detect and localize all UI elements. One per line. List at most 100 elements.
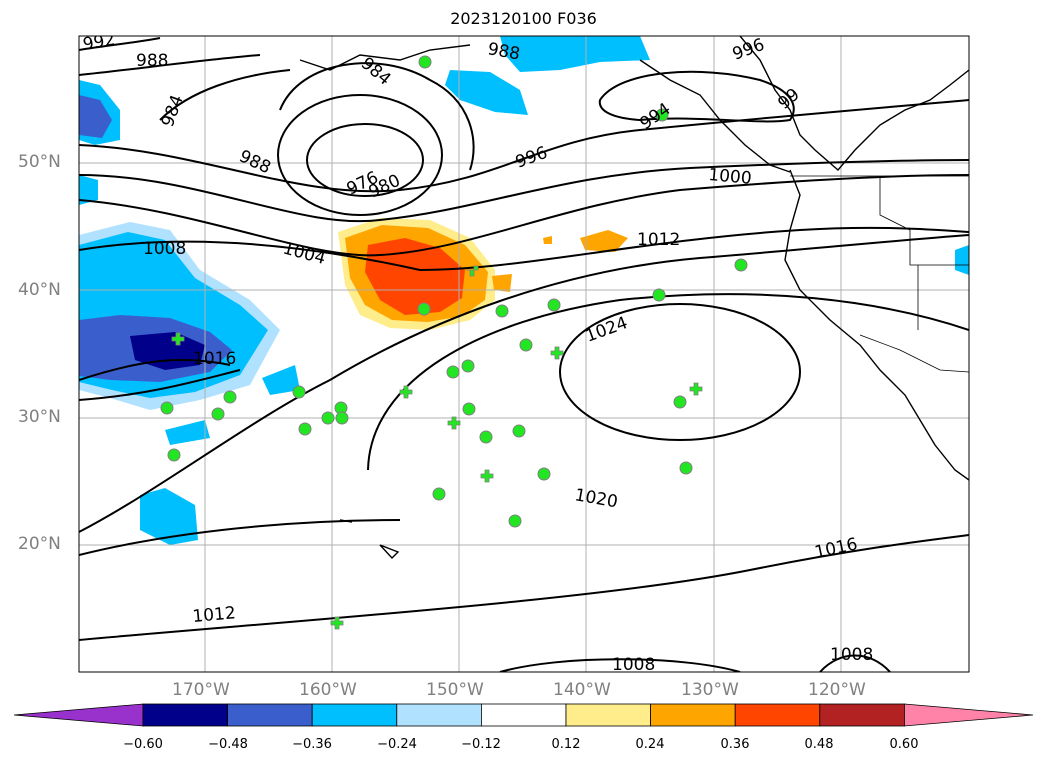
longitude-label: 140°W: [553, 680, 611, 700]
station-marker: [432, 487, 446, 501]
map-title: 2023120100 F036: [450, 9, 597, 28]
isobar-label: 984: [158, 92, 188, 129]
colorbar-extension-min: [13, 703, 144, 727]
station-marker: [537, 467, 551, 481]
station-marker: [223, 390, 237, 404]
cross-marker: [399, 385, 413, 399]
colorbar-box: [480, 703, 567, 727]
negative-anomaly-small: [262, 365, 300, 395]
longitude-label: 170°W: [172, 680, 230, 700]
station-markers: [160, 55, 748, 528]
colorbar-box: [565, 703, 651, 727]
isobar-label: 1008: [612, 655, 655, 675]
negative-anomaly-north: [500, 36, 650, 72]
colorbar-box: [734, 703, 821, 727]
longitude-label: 130°W: [681, 680, 739, 700]
station-marker: [167, 448, 181, 462]
station-marker: [652, 288, 666, 302]
station-marker: [462, 402, 476, 416]
isobar-label: 996: [730, 35, 767, 65]
isobar-label: 1012: [637, 230, 680, 250]
station-marker: [335, 411, 349, 425]
negative-anomaly-alaska: [445, 70, 528, 115]
isobar-label: 1016: [813, 534, 859, 563]
positive-anomaly-small: [580, 230, 628, 252]
cross-marker: [689, 382, 703, 396]
station-marker: [160, 401, 174, 415]
shaded-fields: [79, 36, 969, 545]
negative-anomaly-nw: [79, 175, 98, 205]
colorbar-box: [819, 703, 905, 727]
isobar-label: 1012: [192, 603, 237, 627]
station-marker: [211, 407, 225, 421]
isobar-label: 988: [136, 51, 168, 71]
map-plot: 992 988 984 988 976 980 984 988 996 996 …: [79, 30, 969, 675]
isobars: [79, 37, 969, 672]
station-marker: [512, 424, 526, 438]
colorbar-box: [311, 703, 398, 727]
longitude-label: 160°W: [299, 680, 357, 700]
map-frame: [78, 35, 970, 673]
colorbar-box: [396, 703, 482, 727]
station-marker: [495, 304, 509, 318]
country-borders: [790, 175, 969, 373]
station-marker: [417, 302, 431, 316]
cross-marker: [550, 346, 564, 360]
station-marker: [519, 338, 533, 352]
station-marker: [321, 411, 335, 425]
latitude-label: 50°N: [18, 152, 61, 172]
cross-marker: [171, 332, 185, 346]
colorbar-extension-max: [904, 703, 1034, 727]
station-marker: [547, 298, 561, 312]
colorbar-box: [650, 703, 736, 727]
isobar-label: 1016: [193, 349, 236, 369]
station-marker: [479, 430, 493, 444]
station-marker: [461, 359, 475, 373]
longitude-label: 120°W: [808, 680, 866, 700]
colorbar-tick-label: 0.36: [720, 737, 750, 752]
latitude-label: 20°N: [18, 534, 61, 554]
isobar-label: 1000: [708, 165, 753, 189]
station-cross-markers: [171, 265, 703, 630]
colorbar-tick-label: 0.60: [889, 737, 919, 752]
colorbar-tick-label: −0.36: [292, 737, 332, 752]
negative-anomaly-small: [165, 420, 210, 445]
latitude-label: 30°N: [18, 407, 61, 427]
station-marker: [508, 514, 522, 528]
colorbar-box: [227, 703, 313, 727]
colorbar-tick-label: 0.24: [635, 737, 665, 752]
isobar-label: 1008: [830, 645, 873, 665]
colorbar-box: [142, 703, 228, 727]
colorbar-tick-label: −0.48: [208, 737, 248, 752]
colorbar-tick-label: −0.60: [123, 737, 163, 752]
cross-marker: [480, 469, 494, 483]
station-marker: [298, 422, 312, 436]
colorbar-tick-label: 0.48: [804, 737, 834, 752]
station-marker: [673, 395, 687, 409]
latitude-label: 40°N: [18, 280, 61, 300]
station-marker: [734, 258, 748, 272]
colorbar-tick-label: −0.12: [461, 737, 501, 752]
positive-anomaly-central: [365, 238, 465, 315]
isobar-label: 988: [486, 39, 521, 64]
station-marker: [418, 55, 432, 69]
station-marker: [655, 108, 669, 122]
isobar-label: 1004: [281, 239, 328, 270]
station-marker: [292, 385, 306, 399]
colorbar-tick-label: −0.24: [377, 737, 417, 752]
isobar-label: 988: [236, 146, 274, 178]
positive-anomaly-small: [543, 236, 552, 244]
positive-anomaly-small: [492, 274, 512, 292]
station-marker: [446, 365, 460, 379]
cross-marker: [466, 265, 479, 277]
cross-marker: [330, 616, 344, 630]
longitude-label: 150°W: [426, 680, 484, 700]
negative-anomaly-east: [955, 245, 969, 275]
negative-anomaly-south: [140, 488, 198, 545]
cross-marker: [447, 416, 461, 430]
colorbar-tick-label: 0.12: [551, 737, 581, 752]
colorbar: [13, 703, 1034, 727]
isobar-label: 992: [81, 30, 116, 55]
isobar-label: 1020: [573, 485, 619, 512]
